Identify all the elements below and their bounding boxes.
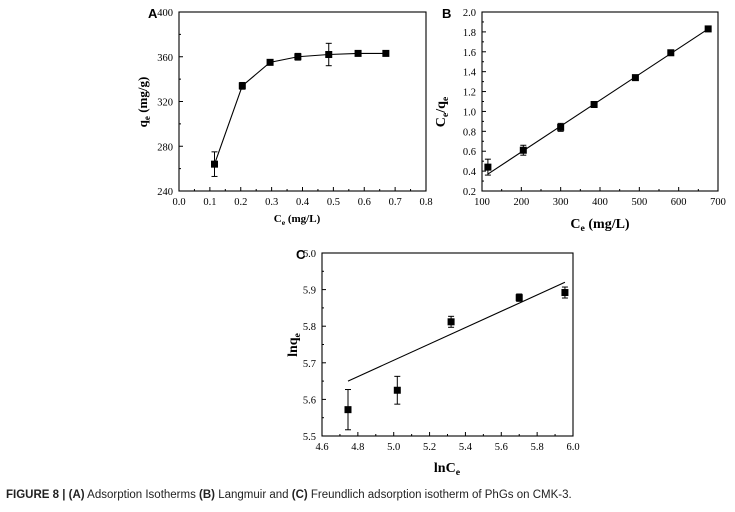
data-point — [325, 51, 333, 59]
plot-frame — [321, 252, 574, 437]
x-tick-label: 0.0 — [172, 197, 185, 208]
caption-part: Langmuir and — [215, 489, 292, 501]
x-tick-label: 0.4 — [296, 197, 310, 208]
x-tick-label: 5.2 — [423, 442, 436, 453]
y-axis-label: Ce/qe — [434, 96, 451, 127]
y-tick-label: 0.2 — [463, 187, 476, 198]
x-tick-label: 600 — [671, 197, 687, 208]
data-point — [354, 49, 362, 57]
x-tick-label: 0.6 — [358, 197, 371, 208]
data-point — [519, 146, 527, 154]
data-point — [631, 74, 639, 82]
data-point — [344, 406, 352, 414]
y-tick-label: 240 — [157, 187, 173, 198]
data-point — [484, 163, 492, 171]
x-tick-label: 0.2 — [234, 197, 247, 208]
data-point — [557, 123, 565, 131]
data-point — [266, 58, 274, 66]
data-point — [294, 53, 302, 61]
y-tick-label: 2.0 — [463, 8, 476, 19]
x-tick-label: 700 — [710, 197, 726, 208]
data-point — [393, 386, 401, 394]
y-tick-label: 0.6 — [463, 147, 476, 158]
y-tick-label: 320 — [157, 98, 173, 109]
x-tick-label: 0.5 — [327, 197, 340, 208]
y-tick-label: 0.8 — [463, 127, 476, 138]
x-tick-label: 4.8 — [351, 442, 364, 453]
data-point — [447, 318, 455, 326]
x-tick-label: 0.8 — [419, 197, 432, 208]
x-axis-label: Ce (mg/L) — [570, 217, 630, 234]
y-tick-label: 1.2 — [463, 88, 476, 99]
x-tick-label: 5.4 — [459, 442, 473, 453]
panel-letter-c: C — [296, 247, 306, 262]
y-tick-label: 1.6 — [463, 48, 476, 59]
x-tick-label: 0.1 — [203, 197, 216, 208]
caption-part: Freundlich adsorption isotherm of PhGs o… — [307, 489, 572, 501]
x-axis-label: Ce (mg/L) — [274, 213, 321, 227]
y-tick-label: 280 — [157, 142, 173, 153]
y-tick-label: 5.9 — [303, 286, 316, 297]
y-tick-label: 5.5 — [303, 432, 316, 443]
x-tick-label: 4.6 — [315, 442, 328, 453]
panel-letter-a: A — [148, 6, 158, 21]
y-tick-label: 1.8 — [463, 28, 476, 39]
x-tick-label: 0.3 — [265, 197, 278, 208]
caption-part: (A) — [68, 489, 85, 501]
chart-panel-b: B 100 200 300 400 500 600 700 0.2 0.4 0.6 0.8 1.0 1.2… — [434, 6, 726, 234]
y-tick-label: 5.7 — [303, 359, 316, 370]
panel-letter-b: B — [442, 6, 451, 21]
x-tick-label: 500 — [631, 197, 647, 208]
y-tick-label: 360 — [157, 53, 173, 64]
y-tick-label: 0.4 — [463, 167, 477, 178]
data-point — [515, 294, 523, 302]
x-tick-label: 5.8 — [531, 442, 544, 453]
y-tick-label: 5.8 — [303, 322, 316, 333]
plot-frame — [481, 11, 719, 192]
y-tick-label: 5.6 — [303, 395, 316, 406]
data-point — [211, 160, 219, 168]
caption-label: FIGURE 8 | — [6, 489, 69, 501]
chart-panel-c: C 4.6 4.8 5.0 5.2 5.4 5.6 5.8 6.0 5.5 5.6 5.7 5.8 5.9… — [286, 247, 580, 478]
data-point — [590, 100, 598, 108]
y-tick-label: 1.0 — [463, 107, 476, 118]
data-point — [667, 49, 675, 57]
y-axis-label: lnqe — [286, 332, 303, 356]
x-tick-label: 0.7 — [389, 197, 402, 208]
x-tick-label: 6.0 — [566, 442, 579, 453]
x-axis-label: lnCe — [434, 461, 461, 478]
series-line — [213, 52, 386, 165]
y-tick-label: 1.4 — [463, 68, 477, 79]
chart-panel-a: A 0.0 0.1 0.2 0.3 0.4 0.5 0.6 0.7 0.8 240 280 320 360… — [135, 6, 433, 227]
x-tick-label: 5.0 — [387, 442, 400, 453]
x-tick-label: 5.6 — [495, 442, 508, 453]
x-tick-label: 400 — [592, 197, 608, 208]
y-tick-label: 400 — [157, 8, 173, 19]
fit-line — [347, 281, 566, 382]
data-point — [561, 289, 569, 297]
y-axis-label: qe (mg/g) — [135, 77, 152, 128]
x-tick-label: 100 — [474, 197, 490, 208]
caption-part: (C) — [291, 489, 308, 501]
x-tick-label: 300 — [553, 197, 569, 208]
x-tick-label: 200 — [513, 197, 529, 208]
figure-caption: FIGURE 8 | (A) Adsorption Isotherms (B) … — [6, 489, 731, 501]
data-point — [704, 25, 712, 33]
caption-part: Adsorption Isotherms — [84, 489, 200, 501]
data-point — [382, 49, 390, 57]
data-point — [238, 82, 246, 90]
y-tick-label: 6.0 — [303, 249, 316, 260]
caption-part: (B) — [199, 489, 216, 501]
